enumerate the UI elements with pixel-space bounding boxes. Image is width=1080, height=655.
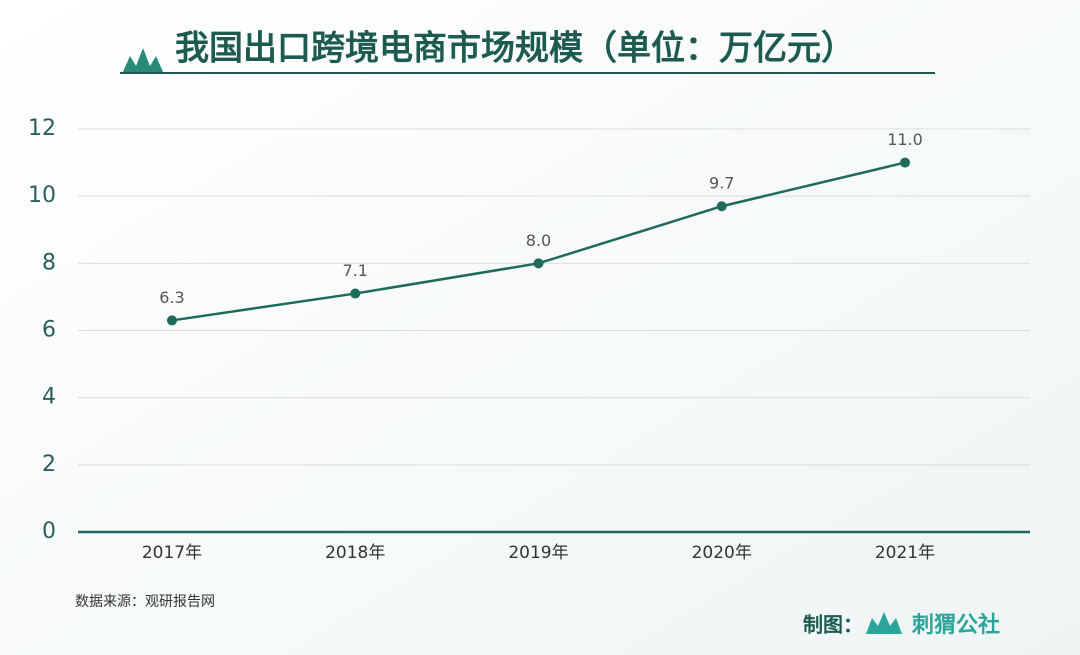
y-tick-label: 8 [42,250,56,275]
x-tick-label: 2019年 [508,543,568,563]
y-tick-label: 4 [42,385,56,410]
x-tick-label: 2018年 [325,543,385,563]
chart-title: 我国出口跨境电商市场规模（单位：万亿元） [175,29,855,69]
value-label: 8.0 [526,231,551,250]
point [533,258,544,269]
point [900,157,910,168]
y-tick-label: 2 [42,452,56,477]
y-tick-label: 6 [42,318,56,343]
credit-label: 制图： [803,613,863,637]
value-label: 11.0 [887,130,923,149]
x-tick-label: 2017年 [142,543,202,563]
brand-logo [866,612,902,634]
value-label: 9.7 [709,174,734,193]
brand: 刺猬公社 [912,612,1000,638]
x-tick-label: 2021年 [875,543,935,563]
value-label: 6.3 [159,288,184,307]
title-logo [122,48,164,74]
y-tick-label: 0 [42,519,56,544]
y-tick-label: 10 [28,183,56,208]
point [716,201,727,212]
point [167,315,177,326]
y-tick-label: 12 [28,116,56,141]
point [350,288,361,299]
value-label: 7.1 [343,261,368,280]
source: 数据来源：观研报告网 [75,594,215,610]
x-tick-label: 2020年 [692,543,752,563]
